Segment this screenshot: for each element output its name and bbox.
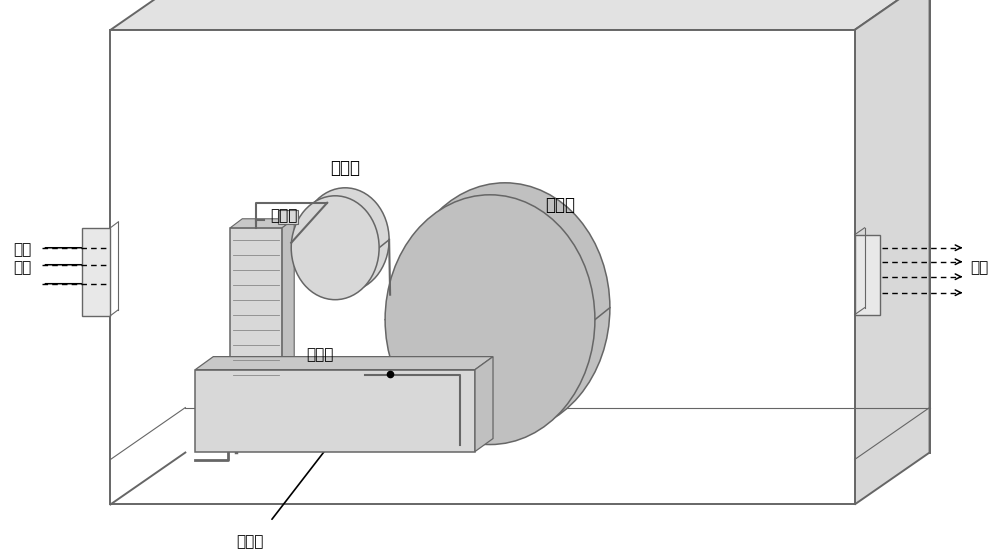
Polygon shape — [230, 228, 282, 386]
Text: 空气: 空气 — [13, 242, 32, 257]
Polygon shape — [230, 219, 294, 228]
Polygon shape — [82, 228, 110, 316]
Polygon shape — [475, 356, 493, 451]
Ellipse shape — [400, 183, 610, 433]
Polygon shape — [855, 235, 880, 315]
Polygon shape — [185, 0, 930, 452]
Polygon shape — [855, 0, 930, 505]
Ellipse shape — [291, 196, 379, 300]
Polygon shape — [110, 0, 930, 30]
Ellipse shape — [301, 188, 389, 291]
Polygon shape — [278, 210, 298, 224]
Polygon shape — [195, 370, 475, 451]
Text: 蒸发器: 蒸发器 — [545, 196, 575, 214]
Text: 工质泵: 工质泵 — [306, 347, 334, 362]
Text: 膨胀机: 膨胀机 — [330, 159, 360, 177]
Ellipse shape — [385, 195, 595, 445]
Text: 入口: 入口 — [13, 260, 32, 275]
Polygon shape — [282, 219, 294, 386]
Polygon shape — [110, 30, 855, 505]
Text: 出口: 出口 — [970, 260, 989, 275]
Text: 冷凝器: 冷凝器 — [271, 208, 298, 223]
Polygon shape — [195, 356, 493, 370]
Text: 泄漏孔: 泄漏孔 — [237, 534, 264, 549]
